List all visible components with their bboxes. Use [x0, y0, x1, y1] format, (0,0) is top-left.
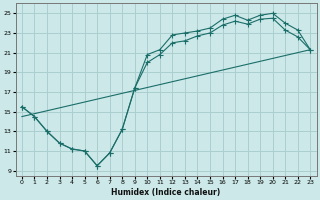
X-axis label: Humidex (Indice chaleur): Humidex (Indice chaleur)	[111, 188, 221, 197]
